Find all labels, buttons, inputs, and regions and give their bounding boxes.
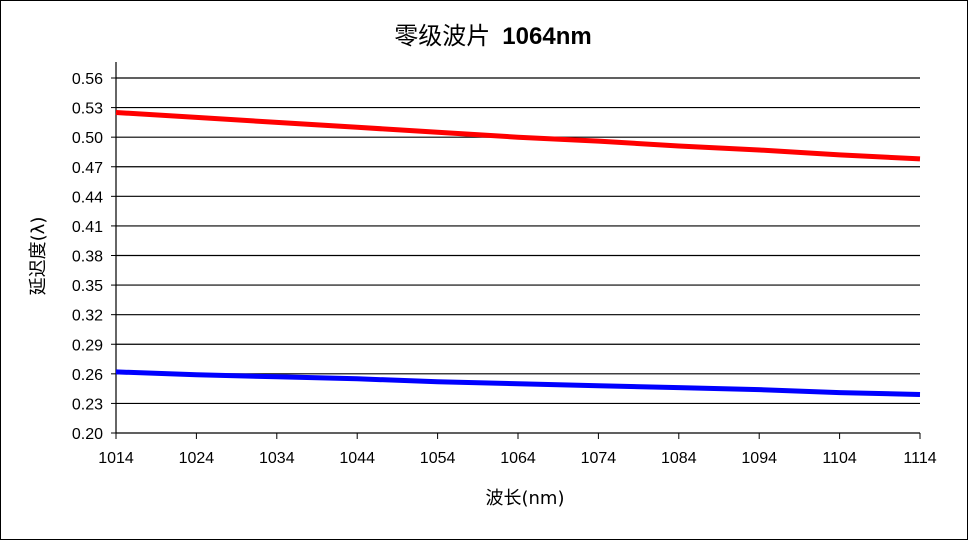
y-tick-label: 0.38	[72, 249, 103, 266]
x-tick-label: 1074	[581, 450, 617, 467]
x-tick-label: 1084	[661, 450, 697, 467]
x-axis-label: 波长(nm)	[486, 488, 565, 509]
y-tick-label: 0.44	[72, 189, 103, 206]
y-tick-label: 0.26	[72, 367, 103, 384]
x-tick-label: 1094	[741, 450, 777, 467]
chart-title: 零级波片 1064nm	[394, 22, 591, 50]
y-tick-label: 0.35	[72, 278, 103, 295]
y-tick-label: 0.20	[72, 426, 103, 443]
gridlines	[116, 77, 920, 405]
x-tick-label: 1114	[903, 450, 936, 467]
series-line-red	[115, 110, 921, 162]
x-tick-label: 1034	[259, 450, 295, 467]
series-line-blue	[115, 369, 921, 397]
x-tick-label: 1054	[420, 450, 456, 467]
y-tick-label: 0.53	[72, 101, 103, 118]
x-tick-label: 1024	[179, 450, 215, 467]
y-tick-label: 0.23	[72, 396, 103, 413]
x-tick-label: 1064	[500, 450, 536, 467]
chart-title-cn: 零级波片	[394, 22, 490, 50]
series-lines	[115, 110, 921, 397]
axes	[111, 62, 921, 439]
y-tick-label: 0.32	[72, 308, 103, 325]
x-tick-labels: 1014 1024 1034 1044 1054 1064 1074 1084 1094 1104…	[98, 450, 937, 467]
x-tick-label: 1104	[822, 450, 857, 467]
y-tick-label: 0.47	[72, 160, 103, 177]
y-axis-label: 延迟度(λ)	[28, 217, 49, 296]
chart-title-en: 1064nm	[502, 23, 591, 50]
y-tick-label: 0.50	[72, 130, 103, 147]
y-tick-label: 0.41	[72, 219, 103, 236]
x-tick-label: 1014	[98, 450, 134, 467]
y-tick-label: 0.56	[72, 71, 103, 88]
y-tick-labels: 0.20 0.23 0.26 0.29 0.32 0.35 0.38 0.41 0.44 0.47…	[72, 71, 103, 443]
x-tick-label: 1044	[339, 450, 375, 467]
y-tick-label: 0.29	[72, 337, 103, 354]
